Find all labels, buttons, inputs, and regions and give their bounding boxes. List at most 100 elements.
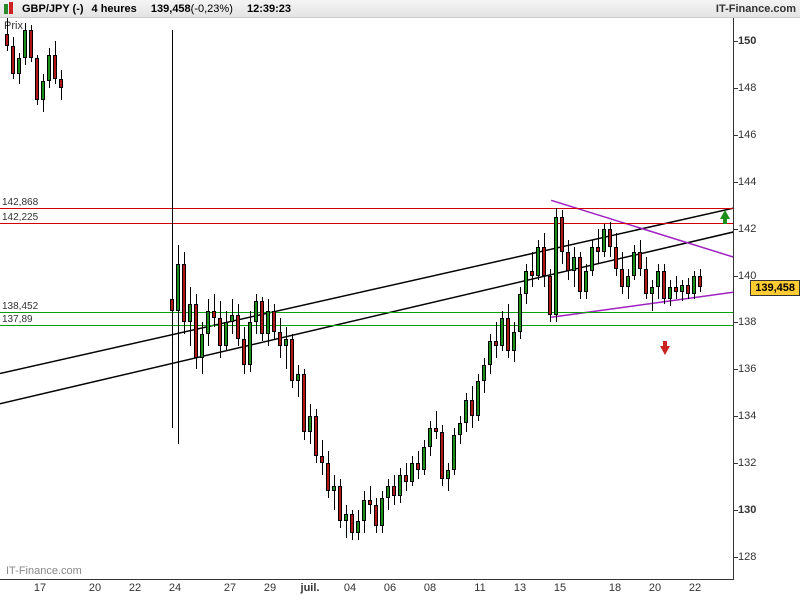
- timeframe: 4 heures: [92, 3, 137, 15]
- candle: [464, 400, 468, 423]
- candle: [242, 339, 246, 365]
- candle: [620, 269, 624, 288]
- candle: [188, 304, 192, 323]
- provider: IT-Finance.com: [716, 3, 796, 15]
- xtick: 29: [264, 582, 276, 594]
- candle: [5, 34, 9, 46]
- candle: [380, 498, 384, 526]
- candle: [356, 521, 360, 533]
- candle: [404, 475, 408, 482]
- candle: [518, 294, 522, 331]
- candle: [692, 276, 696, 295]
- candle: [260, 301, 264, 334]
- xtick: 11: [474, 582, 485, 594]
- xtick: 04: [344, 582, 356, 594]
- candle: [458, 423, 462, 435]
- candle: [578, 257, 582, 292]
- candle: [350, 514, 354, 533]
- candle: [428, 428, 432, 447]
- candle: [212, 311, 216, 318]
- logo-icon: [4, 2, 18, 16]
- down-arrow-icon: [660, 346, 670, 355]
- hline: [0, 325, 733, 326]
- candle: [272, 311, 276, 332]
- chart-header: GBP/JPY (-) 4 heures 139,458 (-0,23%) 12…: [0, 0, 800, 18]
- candle: [644, 269, 648, 295]
- candle: [284, 339, 288, 346]
- candle: [548, 276, 552, 316]
- ytick: 146: [738, 129, 756, 141]
- hline: [0, 208, 733, 209]
- x-axis: 172022242729juil.040608111315182022: [0, 580, 734, 600]
- candle: [680, 285, 684, 292]
- candle: [176, 264, 180, 311]
- candle: [434, 428, 438, 433]
- ytick: 134: [738, 410, 756, 422]
- ytick: 144: [738, 176, 756, 188]
- plot-area[interactable]: Prix IT-Finance.com 142,868142,225138,45…: [0, 18, 734, 580]
- xtick: 13: [514, 582, 526, 594]
- candle: [698, 276, 702, 288]
- candle: [230, 315, 234, 322]
- candle: [506, 318, 510, 351]
- candle: [584, 271, 588, 292]
- hline-label: 137,89: [2, 314, 33, 325]
- hline-label: 142,868: [2, 197, 38, 208]
- candle: [554, 217, 558, 315]
- candle: [632, 252, 636, 275]
- header-price: 139,458: [151, 3, 191, 15]
- ytick: 148: [738, 82, 756, 94]
- candle: [194, 304, 198, 358]
- candle: [590, 247, 594, 270]
- xtick: 20: [89, 582, 101, 594]
- candle: [266, 311, 270, 334]
- xtick: juil.: [301, 582, 320, 594]
- candle: [314, 416, 318, 456]
- candle: [398, 475, 402, 496]
- candle: [638, 252, 642, 268]
- candle: [596, 247, 600, 252]
- candle: [224, 322, 228, 345]
- candle: [608, 229, 612, 248]
- candle: [302, 374, 306, 433]
- candle: [494, 341, 498, 346]
- hline-label: 142,225: [2, 212, 38, 223]
- header-time: 12:39:23: [247, 3, 291, 15]
- candle: [488, 341, 492, 364]
- candle: [218, 318, 222, 346]
- candle: [332, 486, 336, 491]
- candle: [11, 46, 15, 74]
- candle: [236, 315, 240, 338]
- candle: [662, 271, 666, 299]
- candle: [542, 247, 546, 275]
- xtick: 06: [384, 582, 396, 594]
- candle: [560, 217, 564, 252]
- candle: [308, 416, 312, 432]
- ytick: 142: [738, 223, 756, 235]
- hline: [0, 223, 733, 224]
- xtick: 22: [689, 582, 701, 594]
- hline: [0, 312, 733, 313]
- candle: [440, 432, 444, 479]
- candle: [296, 374, 300, 381]
- ytick: 136: [738, 363, 756, 375]
- candle: [368, 500, 372, 505]
- candle: [23, 30, 27, 58]
- header-change: (-0,23%): [191, 3, 233, 15]
- xtick: 17: [34, 582, 46, 594]
- candle: [686, 285, 690, 294]
- candle: [326, 463, 330, 491]
- ytick: 150: [738, 35, 756, 47]
- candle: [170, 299, 174, 311]
- candle: [362, 500, 366, 521]
- candle: [536, 247, 540, 275]
- xtick: 22: [129, 582, 141, 594]
- candle: [512, 332, 516, 351]
- candle: [53, 55, 57, 78]
- candle: [278, 332, 282, 346]
- ytick: 128: [738, 551, 756, 563]
- candle: [248, 322, 252, 364]
- candle: [254, 301, 258, 322]
- candle: [674, 287, 678, 292]
- symbol: GBP/JPY (-): [22, 3, 84, 15]
